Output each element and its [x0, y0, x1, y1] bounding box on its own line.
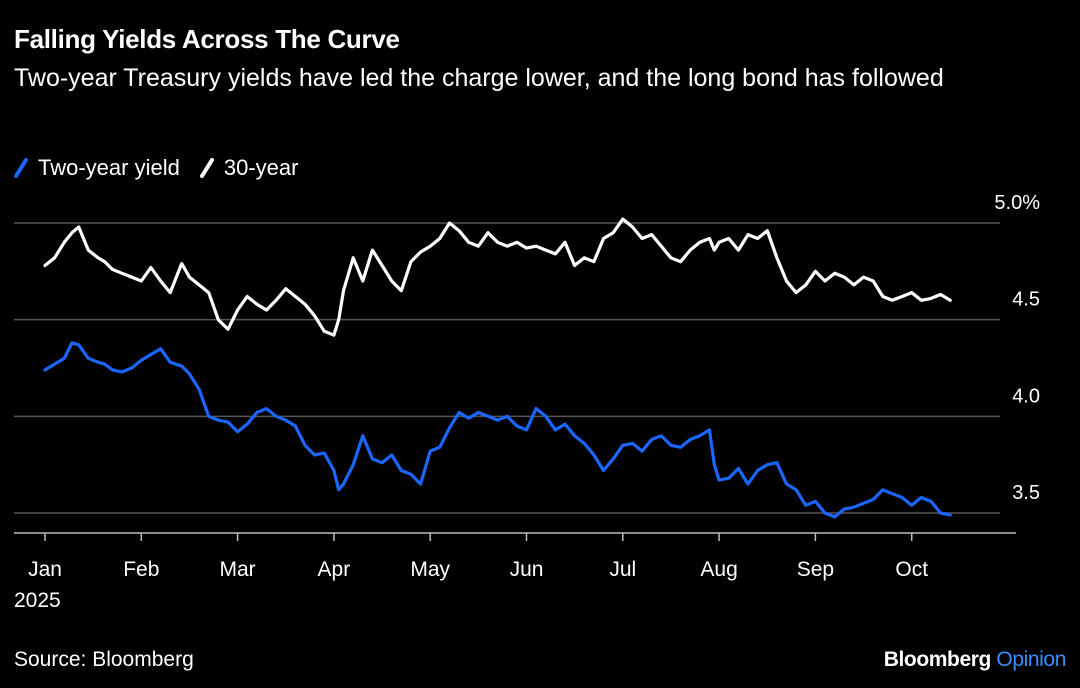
x-tick-label: Feb [123, 558, 159, 581]
chart-subtitle: Two-year Treasury yields have led the ch… [14, 64, 944, 92]
legend-label-two-year: Two-year yield [38, 155, 180, 180]
series-line-two-year [43, 341, 952, 519]
x-tick-label: Jul [609, 558, 636, 581]
y-tick-label: 4.0 [1012, 385, 1040, 407]
legend: Two-year yield 30-year [14, 155, 318, 181]
x-tick-label: May [410, 558, 450, 581]
x-tick-label: Apr [318, 558, 351, 581]
series-line-thirty-year [43, 217, 952, 337]
x-tick-label: Oct [895, 558, 928, 581]
x-tick-label: Sep [797, 558, 834, 581]
legend-item-thirty-year: 30-year [199, 155, 299, 181]
legend-label-thirty-year: 30-year [223, 155, 299, 180]
x-tick-label: Mar [220, 558, 256, 581]
brand-name: Bloomberg [883, 648, 992, 671]
brand-logo: Bloomberg Opinion [883, 648, 1067, 672]
y-tick-label: 5.0% [994, 192, 1040, 214]
legend-swatch-thirty-year [199, 158, 214, 178]
x-tick-label: Jan [28, 558, 62, 581]
legend-item-two-year: Two-year yield [14, 155, 180, 181]
x-tick-label: Aug [700, 558, 737, 581]
chart-title: Falling Yields Across The Curve [14, 24, 400, 54]
y-tick-label: 4.5 [1012, 289, 1040, 311]
source-note: Source: Bloomberg [14, 648, 194, 671]
x-tick-year-label: 2025 [14, 589, 61, 612]
x-tick-label: Jun [510, 558, 544, 581]
y-tick-label: 3.5 [1012, 482, 1040, 504]
brand-suffix: Opinion [996, 648, 1066, 671]
legend-swatch-two-year [14, 158, 28, 178]
